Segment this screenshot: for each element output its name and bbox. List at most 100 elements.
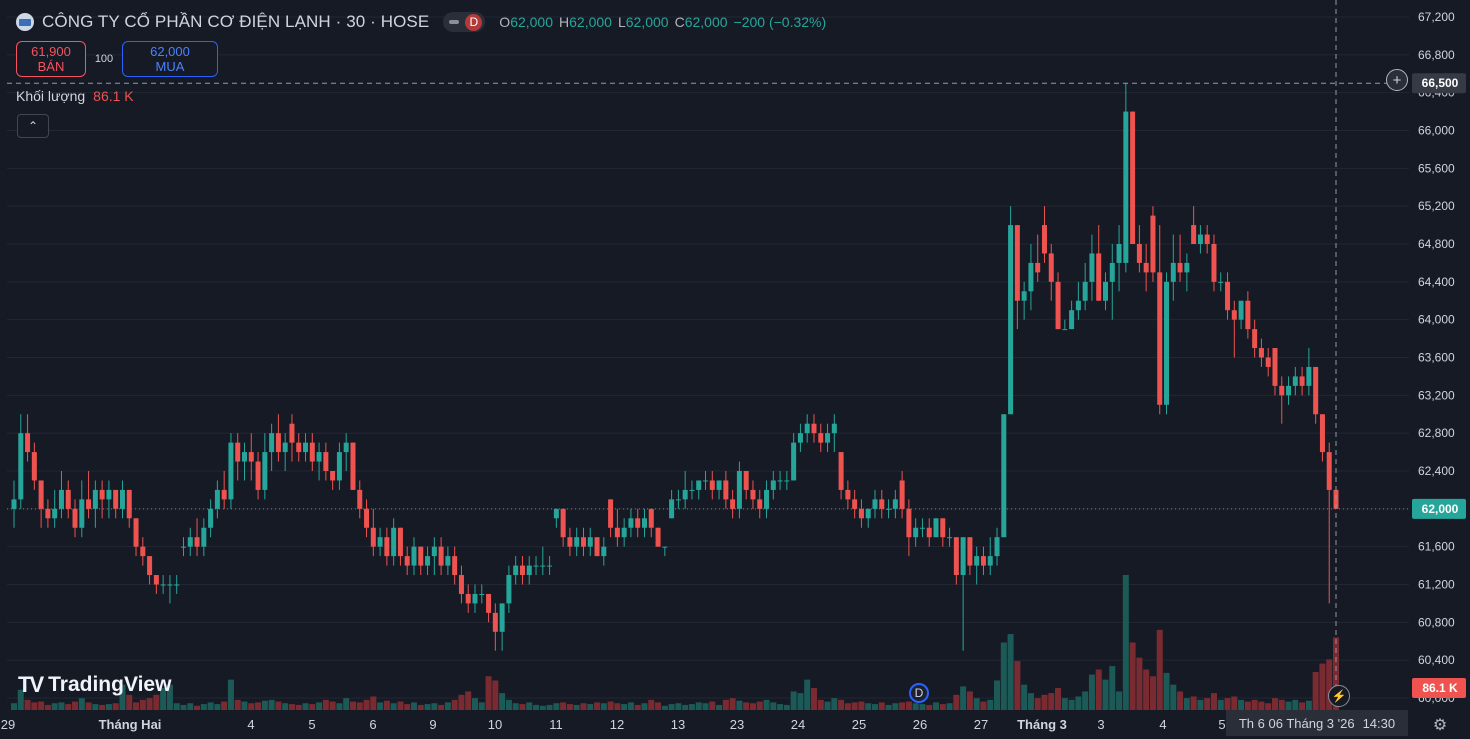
candle-body [1055, 281, 1061, 330]
sell-button[interactable]: 61,900 BÁN [16, 41, 86, 77]
candle-body [492, 612, 498, 632]
candle-body [1096, 253, 1102, 301]
volume-bar [451, 699, 458, 710]
volume-bar [838, 699, 845, 710]
symbol-title[interactable]: CÔNG TY CỔ PHẦN CƠ ĐIỆN LẠNH · 30 · HOSE [42, 12, 430, 31]
volume-bar [1278, 699, 1285, 710]
candle-body [404, 556, 410, 566]
buy-button[interactable]: 62,000 MUA [122, 41, 218, 77]
candle-body [1258, 348, 1264, 358]
candle-body [11, 499, 17, 509]
volume-bar [756, 701, 763, 710]
volume-bar [1102, 679, 1109, 710]
volume-bar [675, 703, 682, 710]
volume-legend[interactable]: Khối lượng 86.1 K [16, 88, 134, 104]
candle-body [757, 499, 763, 509]
volume-bar [1163, 672, 1170, 710]
candle-body [547, 565, 553, 567]
volume-bar [112, 703, 119, 710]
price-tick-label: 62,400 [1418, 464, 1455, 478]
candle-body [1211, 244, 1217, 282]
last-price-badge-bg [1412, 498, 1466, 519]
chart-settings-gear-icon[interactable]: ⚙ [1432, 717, 1448, 734]
price-tick-label: 63,600 [1418, 351, 1455, 365]
candle-body [153, 575, 159, 585]
low-label: L [617, 14, 626, 30]
volume-bar [594, 702, 601, 710]
volume-bar [173, 703, 180, 710]
volume-bar [465, 691, 472, 710]
time-axis-label: 5 [1218, 717, 1225, 732]
volume-bar [499, 693, 506, 710]
volume-bar [1068, 699, 1075, 710]
candle-body [913, 527, 919, 538]
candle-body [797, 433, 803, 443]
volume-bar [410, 702, 417, 710]
candle-body [1191, 225, 1197, 244]
candle-body [919, 527, 925, 529]
volume-bar [526, 702, 533, 710]
collapse-legend-button[interactable]: ⌃ [17, 114, 49, 138]
volume-bar [1041, 694, 1048, 710]
volume-bar [255, 702, 262, 710]
volume-bar [261, 700, 268, 710]
price-tick-label: 67,200 [1418, 10, 1455, 24]
volume-legend-label: Khối lượng [16, 88, 86, 104]
low-value: 62,000 [625, 14, 669, 30]
candle-body [235, 442, 241, 462]
candle-body [255, 461, 261, 490]
candle-body [201, 527, 207, 547]
trade-panel: 61,900 BÁN 100 62,000 MUA [16, 41, 218, 77]
candle-body [52, 508, 58, 519]
tradingview-logo[interactable]: TV TradingView [18, 672, 171, 698]
add-alert-plus-icon[interactable]: + [1386, 69, 1408, 91]
candle-body [987, 556, 993, 566]
volume-bar [248, 703, 255, 710]
candle-body [960, 537, 966, 576]
volume-bar [1251, 699, 1258, 710]
volume-bar [1244, 701, 1251, 710]
volume-bar [926, 704, 933, 710]
market-status-pill[interactable]: D [443, 12, 486, 32]
volume-bar [655, 702, 662, 710]
candle-body [621, 527, 627, 538]
volume-bar [370, 696, 377, 710]
crosshair-price-badge: 66,500 [1422, 76, 1459, 90]
time-axis-label: 4 [1159, 717, 1166, 732]
price-tick-label: 64,000 [1418, 313, 1455, 327]
volume-bar [1088, 674, 1095, 710]
candle-body [1306, 366, 1312, 386]
volume-bar [553, 703, 560, 710]
volume-bar [44, 704, 51, 710]
candle-body [560, 508, 566, 538]
price-tick-label: 63,200 [1418, 388, 1455, 402]
candle-body [1035, 262, 1041, 273]
candle-body [79, 499, 85, 528]
candle-body [343, 442, 349, 453]
volume-bar [160, 688, 167, 710]
lightning-icon[interactable]: ⚡ [1328, 685, 1350, 707]
volume-bar [1136, 657, 1143, 710]
volume-bar [1034, 698, 1041, 710]
volume-bar [668, 704, 675, 710]
candle-body [214, 489, 220, 509]
dividend-marker[interactable]: D [909, 683, 929, 703]
volume-bar [187, 703, 194, 710]
candle-body [336, 452, 342, 481]
volume-bar [78, 698, 85, 710]
company-logo-icon [16, 13, 34, 31]
candle-body [1089, 253, 1095, 282]
volume-bar [546, 704, 553, 710]
buy-price: 62,000 [150, 44, 190, 59]
trade-quantity[interactable]: 100 [94, 53, 114, 65]
candle-body [1231, 310, 1237, 320]
candle-body [99, 489, 105, 500]
candle-body [1326, 452, 1332, 490]
candle-body [852, 499, 858, 509]
volume-bar [648, 699, 655, 710]
time-axis-label: 27 [974, 717, 988, 732]
volume-bar [92, 704, 99, 710]
high-value: 62,000 [569, 14, 612, 30]
price-tick-label: 65,200 [1418, 199, 1455, 213]
